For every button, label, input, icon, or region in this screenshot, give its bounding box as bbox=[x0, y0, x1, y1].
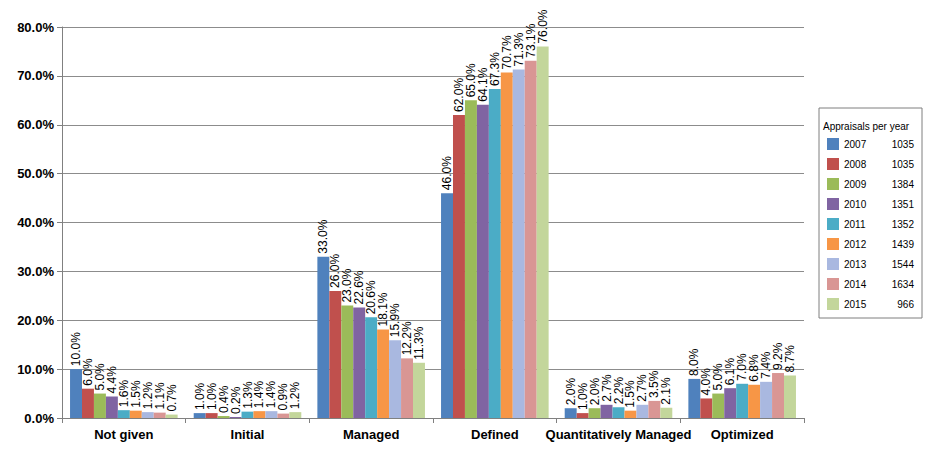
svg-text:2.2%: 2.2% bbox=[611, 376, 626, 405]
svg-text:2015: 2015 bbox=[844, 299, 867, 310]
svg-text:26.0%: 26.0% bbox=[328, 253, 343, 288]
svg-text:Not given: Not given bbox=[94, 427, 153, 442]
svg-text:1.5%: 1.5% bbox=[128, 380, 143, 408]
svg-text:40.0%: 40.0% bbox=[17, 215, 54, 230]
svg-text:2007: 2007 bbox=[844, 139, 867, 150]
svg-text:2010: 2010 bbox=[844, 199, 867, 210]
svg-text:15.9%: 15.9% bbox=[388, 303, 403, 338]
svg-text:22.6%: 22.6% bbox=[352, 270, 367, 305]
svg-text:70.7%: 70.7% bbox=[499, 35, 514, 70]
svg-text:1035: 1035 bbox=[892, 139, 915, 150]
svg-text:2.0%: 2.0% bbox=[563, 377, 578, 406]
svg-text:2009: 2009 bbox=[844, 179, 867, 190]
svg-text:8.0%: 8.0% bbox=[687, 348, 702, 376]
svg-text:33.0%: 33.0% bbox=[316, 219, 330, 253]
svg-text:Managed: Managed bbox=[343, 427, 399, 442]
svg-text:65.0%: 65.0% bbox=[463, 63, 478, 98]
svg-text:5.0%: 5.0% bbox=[711, 363, 726, 391]
svg-text:966: 966 bbox=[897, 299, 914, 310]
svg-text:0.7%: 0.7% bbox=[165, 384, 179, 412]
svg-text:70.0%: 70.0% bbox=[17, 68, 54, 83]
svg-text:20.0%: 20.0% bbox=[17, 313, 54, 328]
svg-text:Optimized: Optimized bbox=[711, 427, 774, 442]
svg-text:62.0%: 62.0% bbox=[452, 77, 466, 112]
svg-text:10.0%: 10.0% bbox=[17, 362, 54, 377]
svg-text:1544: 1544 bbox=[892, 259, 915, 270]
svg-text:2008: 2008 bbox=[844, 159, 867, 170]
svg-text:11.3%: 11.3% bbox=[412, 326, 426, 359]
svg-text:6.8%: 6.8% bbox=[747, 354, 762, 382]
svg-text:1634: 1634 bbox=[892, 279, 915, 290]
svg-text:Appraisals per year: Appraisals per year bbox=[823, 121, 910, 132]
svg-text:80.0%: 80.0% bbox=[17, 20, 54, 35]
svg-text:1.6%: 1.6% bbox=[116, 379, 131, 408]
svg-text:2013: 2013 bbox=[844, 259, 867, 270]
svg-text:0.0%: 0.0% bbox=[24, 411, 54, 426]
svg-text:12.2%: 12.2% bbox=[400, 321, 414, 356]
svg-text:2012: 2012 bbox=[844, 239, 867, 250]
svg-text:4.4%: 4.4% bbox=[104, 366, 119, 394]
svg-text:64.1%: 64.1% bbox=[475, 67, 490, 102]
svg-text:71.3%: 71.3% bbox=[511, 32, 526, 67]
svg-text:5.0%: 5.0% bbox=[92, 363, 107, 391]
svg-text:18.1%: 18.1% bbox=[376, 292, 391, 327]
svg-text:30.0%: 30.0% bbox=[17, 264, 54, 279]
svg-text:60.0%: 60.0% bbox=[17, 117, 54, 132]
svg-text:6.1%: 6.1% bbox=[723, 357, 738, 386]
svg-text:Defined: Defined bbox=[471, 427, 519, 442]
svg-text:0.9%: 0.9% bbox=[276, 383, 291, 411]
svg-text:1439: 1439 bbox=[892, 239, 915, 250]
svg-text:1.1%: 1.1% bbox=[152, 382, 167, 410]
svg-text:73.1%: 73.1% bbox=[523, 23, 538, 58]
svg-text:7.4%: 7.4% bbox=[759, 351, 774, 379]
svg-text:67.3%: 67.3% bbox=[487, 52, 502, 87]
svg-text:6.0%: 6.0% bbox=[81, 358, 95, 386]
svg-text:1035: 1035 bbox=[892, 159, 915, 170]
svg-text:2.7%: 2.7% bbox=[635, 374, 650, 402]
svg-text:1351: 1351 bbox=[892, 199, 915, 210]
svg-text:0.2%: 0.2% bbox=[228, 386, 243, 414]
svg-text:1.3%: 1.3% bbox=[240, 381, 255, 409]
svg-text:20.6%: 20.6% bbox=[364, 280, 379, 315]
svg-text:1384: 1384 bbox=[892, 179, 915, 190]
svg-text:3.5%: 3.5% bbox=[647, 370, 662, 398]
svg-text:1.2%: 1.2% bbox=[288, 381, 302, 409]
svg-text:2.1%: 2.1% bbox=[659, 377, 673, 405]
svg-text:0.4%: 0.4% bbox=[216, 385, 231, 413]
svg-text:2011: 2011 bbox=[844, 219, 866, 230]
svg-text:23.0%: 23.0% bbox=[340, 268, 355, 303]
svg-text:1.4%: 1.4% bbox=[264, 380, 279, 409]
svg-text:1.0%: 1.0% bbox=[192, 382, 207, 411]
svg-text:1.5%: 1.5% bbox=[623, 380, 638, 408]
svg-text:1.4%: 1.4% bbox=[252, 380, 267, 409]
svg-text:8.7%: 8.7% bbox=[783, 345, 797, 373]
svg-text:1352: 1352 bbox=[892, 219, 915, 230]
svg-text:2.7%: 2.7% bbox=[599, 374, 614, 402]
svg-text:2.0%: 2.0% bbox=[587, 377, 602, 406]
svg-text:1.0%: 1.0% bbox=[575, 382, 590, 411]
svg-text:9.2%: 9.2% bbox=[771, 342, 785, 370]
svg-text:7.0%: 7.0% bbox=[735, 353, 750, 381]
svg-text:2014: 2014 bbox=[844, 279, 867, 290]
svg-text:Quantitatively Managed: Quantitatively Managed bbox=[546, 427, 692, 442]
svg-text:76.0%: 76.0% bbox=[536, 9, 550, 43]
svg-text:1.2%: 1.2% bbox=[140, 381, 155, 410]
svg-text:4.0%: 4.0% bbox=[699, 368, 714, 396]
svg-text:10.0%: 10.0% bbox=[69, 332, 83, 367]
svg-text:1.0%: 1.0% bbox=[204, 382, 219, 411]
svg-text:46.0%: 46.0% bbox=[440, 156, 454, 190]
svg-text:Initial: Initial bbox=[231, 427, 265, 442]
svg-text:50.0%: 50.0% bbox=[17, 166, 54, 181]
